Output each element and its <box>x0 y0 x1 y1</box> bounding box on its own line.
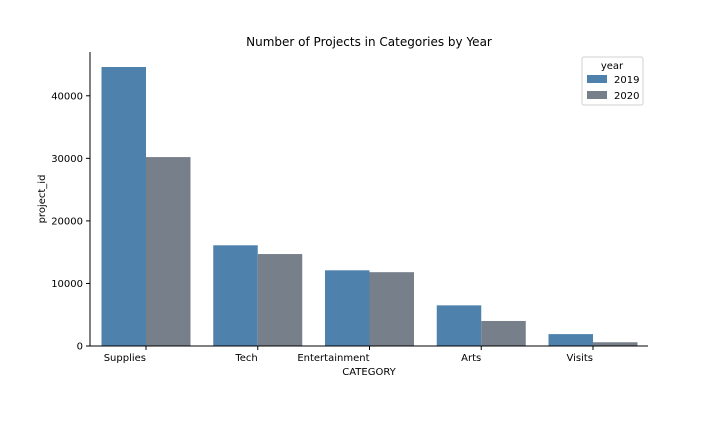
legend: year 2019 2020 <box>581 56 644 106</box>
x-tick-label: Entertainment <box>297 353 369 364</box>
legend-swatch-2019 <box>587 75 607 83</box>
bar-entertainment-2020 <box>369 272 414 346</box>
y-tick-label: 0 <box>77 342 83 353</box>
x-axis: Supplies Tech Entertainment Arts Visits <box>90 345 648 364</box>
legend-label-2020: 2020 <box>614 91 639 102</box>
bar-entertainment-2019 <box>325 270 370 346</box>
bar-tech-2020 <box>257 254 303 346</box>
bar-visits-2019 <box>548 334 593 346</box>
y-tick-label: 40000 <box>51 91 83 102</box>
x-tick-label: Supplies <box>104 353 146 364</box>
y-tick-label: 10000 <box>51 279 83 290</box>
chart-title: Number of Projects in Categories by Year <box>246 35 492 49</box>
bar-arts-2019 <box>436 305 482 346</box>
bars-group <box>101 67 638 347</box>
legend-title: year <box>601 61 624 72</box>
y-axis-label: project_id <box>37 175 48 224</box>
legend-label-2019: 2019 <box>614 75 639 86</box>
bar-visits-2020 <box>593 342 638 346</box>
x-tick-label: Visits <box>566 353 593 364</box>
y-tick-label: 20000 <box>51 216 83 227</box>
x-tick-label: Tech <box>234 353 257 364</box>
bar-supplies-2019 <box>101 67 146 347</box>
bar-supplies-2020 <box>146 157 191 346</box>
bar-tech-2019 <box>213 245 258 346</box>
y-axis: 0 10000 20000 30000 40000 <box>51 52 91 353</box>
y-tick-label: 30000 <box>51 154 83 165</box>
x-axis-label: CATEGORY <box>342 367 396 378</box>
x-tick-label: Arts <box>461 353 481 364</box>
bar-arts-2020 <box>481 320 526 346</box>
legend-swatch-2020 <box>587 91 607 99</box>
